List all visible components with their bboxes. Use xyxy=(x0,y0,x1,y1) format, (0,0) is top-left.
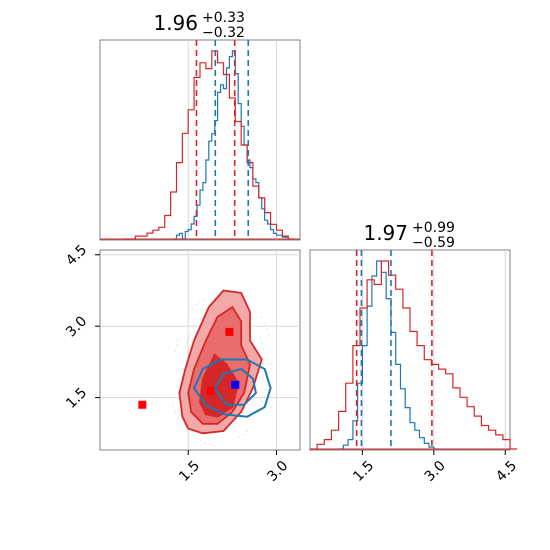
hist-param2-xtick-label: 1.5 xyxy=(350,458,377,485)
hist-param2-title-main: 1.97 xyxy=(363,221,408,245)
joint-sample-point xyxy=(200,439,202,442)
joint-sample-point xyxy=(226,427,229,430)
joint-sample-point xyxy=(246,430,248,433)
joint-sample-point xyxy=(203,298,205,301)
joint-sample-point xyxy=(261,342,263,345)
joint-blue-contour-inner xyxy=(213,367,257,406)
joint-ytick-label: 1.5 xyxy=(63,385,90,412)
joint-marker-1 xyxy=(206,386,215,395)
joint-ytick-labels: 1.5 3.0 4.5 xyxy=(63,242,100,412)
joint-xtick-labels: 1.5 3.0 xyxy=(176,450,291,485)
joint-sample-point xyxy=(208,443,211,446)
joint-sample-point xyxy=(185,341,188,344)
joint-sample-point xyxy=(252,396,255,399)
hist-param2-xtick-labels: 1.5 3.0 4.5 xyxy=(350,450,520,485)
joint-sample-point xyxy=(263,322,266,324)
joint-blue-contour-outer xyxy=(192,358,272,418)
joint-sample-point xyxy=(233,425,236,427)
hist-param2-panel: 1.5 3.0 4.5 1.97 +0.99 −0.59 xyxy=(309,220,520,485)
joint-xtick-label: 1.5 xyxy=(176,458,203,485)
hist-param1-quantile-lines xyxy=(195,40,250,240)
hist-param1-title-sub: −0.32 xyxy=(202,25,245,41)
joint-sample-point xyxy=(199,301,201,304)
hist-param2-title-sub: −0.59 xyxy=(412,235,455,251)
joint-marker-2 xyxy=(225,327,234,336)
joint-sample-point xyxy=(264,389,267,392)
joint-sample-point xyxy=(177,417,180,419)
joint-contours xyxy=(172,289,272,447)
joint-xtick-label: 3.0 xyxy=(264,458,291,485)
hist-param1-series xyxy=(100,50,300,240)
joint-ytick-label: 4.5 xyxy=(63,242,90,269)
hist-param1-grid xyxy=(187,40,277,240)
joint-sample-point xyxy=(184,346,187,348)
joint-markers xyxy=(138,327,240,409)
joint-marker-0 xyxy=(138,400,147,409)
joint-sample-point xyxy=(191,307,194,310)
hist-param2-xtick-label: 3.0 xyxy=(422,458,449,485)
joint-panel: 1.5 3.0 1.5 3.0 4.5 xyxy=(63,242,301,485)
joint-sample-point xyxy=(204,441,206,444)
joint-sample-point xyxy=(265,383,268,386)
joint-sample-point xyxy=(259,337,262,339)
hist-param1-series-blue xyxy=(173,50,292,240)
joint-marker-3 xyxy=(231,380,240,389)
joint-sample-point xyxy=(195,304,197,306)
hist-param2-xtick-label: 4.5 xyxy=(493,458,520,485)
joint-sample-point xyxy=(238,436,241,438)
joint-sample-point xyxy=(262,348,265,350)
joint-sample-point xyxy=(230,426,232,429)
joint-sample-point xyxy=(177,338,179,341)
joint-sample-point xyxy=(175,344,178,346)
joint-sample-point xyxy=(174,350,177,352)
hist-param1-series-red xyxy=(123,50,295,240)
joint-sample-point xyxy=(236,423,239,425)
joint-sample-point xyxy=(260,316,263,319)
joint-sample-point xyxy=(242,433,245,436)
hist-param2-series-red xyxy=(310,260,518,450)
joint-sample-point xyxy=(251,401,253,403)
joint-sample-point xyxy=(187,337,190,340)
hist-param2-quantile-lines xyxy=(355,250,433,450)
joint-sample-point xyxy=(189,333,192,335)
joint-sample-point xyxy=(174,411,177,413)
joint-sample-point xyxy=(266,328,268,330)
joint-sample-point xyxy=(213,444,215,447)
hist-param1-title-main: 1.96 xyxy=(153,11,198,35)
joint-sample-point xyxy=(172,405,175,407)
hist-param2-title-sup: +0.99 xyxy=(412,220,455,236)
joint-ytick-label: 3.0 xyxy=(63,313,90,340)
joint-sample-point xyxy=(176,385,179,388)
hist-param1-panel: 1.96 +0.33 −0.32 xyxy=(99,10,301,241)
joint-sample-point xyxy=(268,334,270,336)
hist-param1-title-sup: +0.33 xyxy=(202,10,245,26)
joint-sample-point xyxy=(261,400,263,403)
joint-sample-point xyxy=(263,395,265,397)
